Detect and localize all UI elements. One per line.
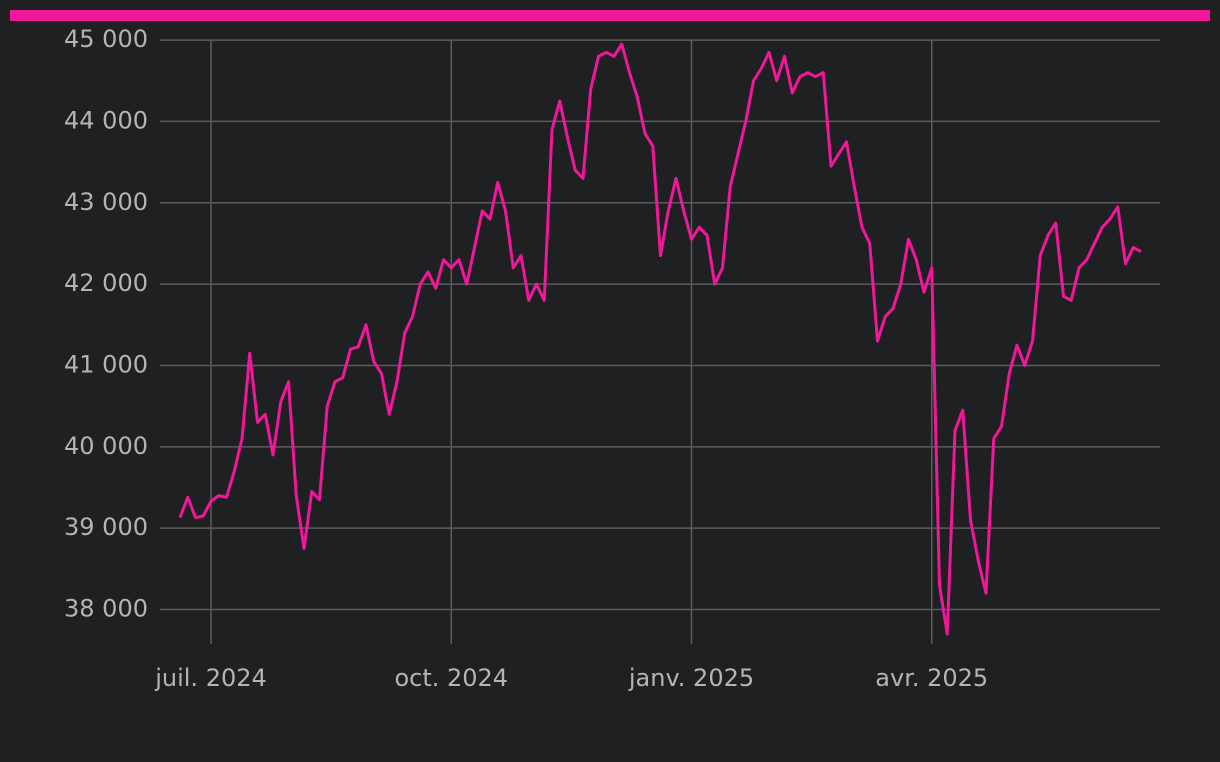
y-tick-label: 40 000 xyxy=(64,432,148,460)
y-tick-label: 45 000 xyxy=(64,25,148,53)
y-tick-label: 43 000 xyxy=(64,188,148,216)
x-tick-label: oct. 2024 xyxy=(394,664,508,692)
top-bar xyxy=(10,10,1210,21)
y-tick-label: 39 000 xyxy=(64,513,148,541)
y-tick-label: 42 000 xyxy=(64,269,148,297)
y-tick-label: 38 000 xyxy=(64,595,148,623)
y-tick-label: 44 000 xyxy=(64,106,148,134)
y-tick-label: 41 000 xyxy=(64,350,148,378)
price-line xyxy=(178,42,1142,636)
x-tick-label: juil. 2024 xyxy=(154,664,267,692)
x-tick-label: janv. 2025 xyxy=(628,664,754,692)
x-tick-label: avr. 2025 xyxy=(875,664,988,692)
